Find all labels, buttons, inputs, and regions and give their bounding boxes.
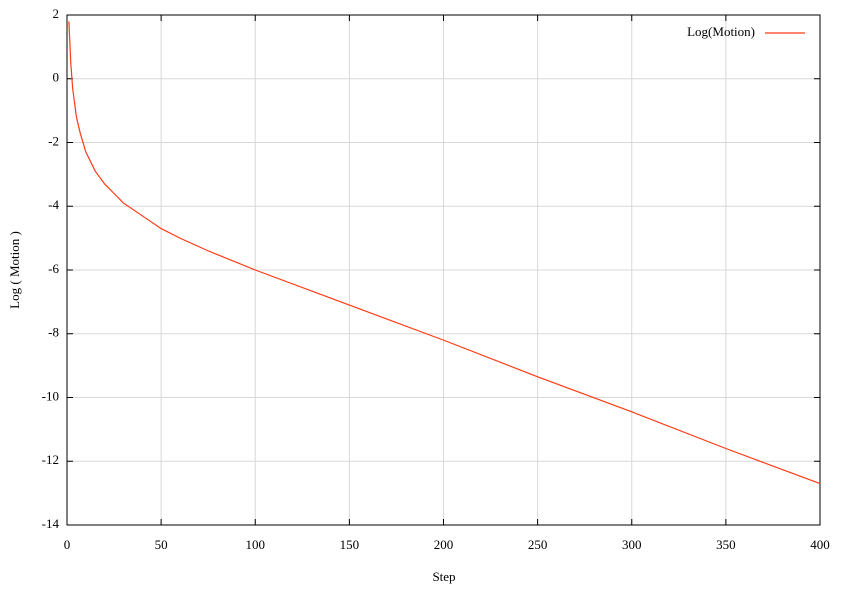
y-axis-label: Log ( Motion ) [7,231,22,309]
series-line [68,21,821,485]
y-tick-label: 2 [53,6,60,21]
x-tick-label: 200 [434,537,454,552]
x-tick-label: 100 [246,537,266,552]
y-tick-label: -4 [48,197,59,212]
x-tick-label: 300 [622,537,642,552]
y-tick-label: -12 [42,452,59,467]
legend-label: Log(Motion) [687,24,755,39]
y-tick-label: -8 [48,325,59,340]
y-tick-label: -10 [42,388,59,403]
y-tick-label: -14 [42,516,60,531]
plot-border [66,14,821,526]
x-axis-label: Step [432,569,455,584]
x-tick-label: 50 [155,537,168,552]
x-tick-label: 0 [64,537,71,552]
x-tick-label: 150 [340,537,360,552]
y-tick-label: -2 [48,133,59,148]
x-tick-label: 350 [716,537,736,552]
x-tick-label: 250 [528,537,548,552]
y-tick-label: 0 [53,70,60,85]
x-tick-label: 400 [810,537,830,552]
y-tick-label: -6 [48,261,59,276]
